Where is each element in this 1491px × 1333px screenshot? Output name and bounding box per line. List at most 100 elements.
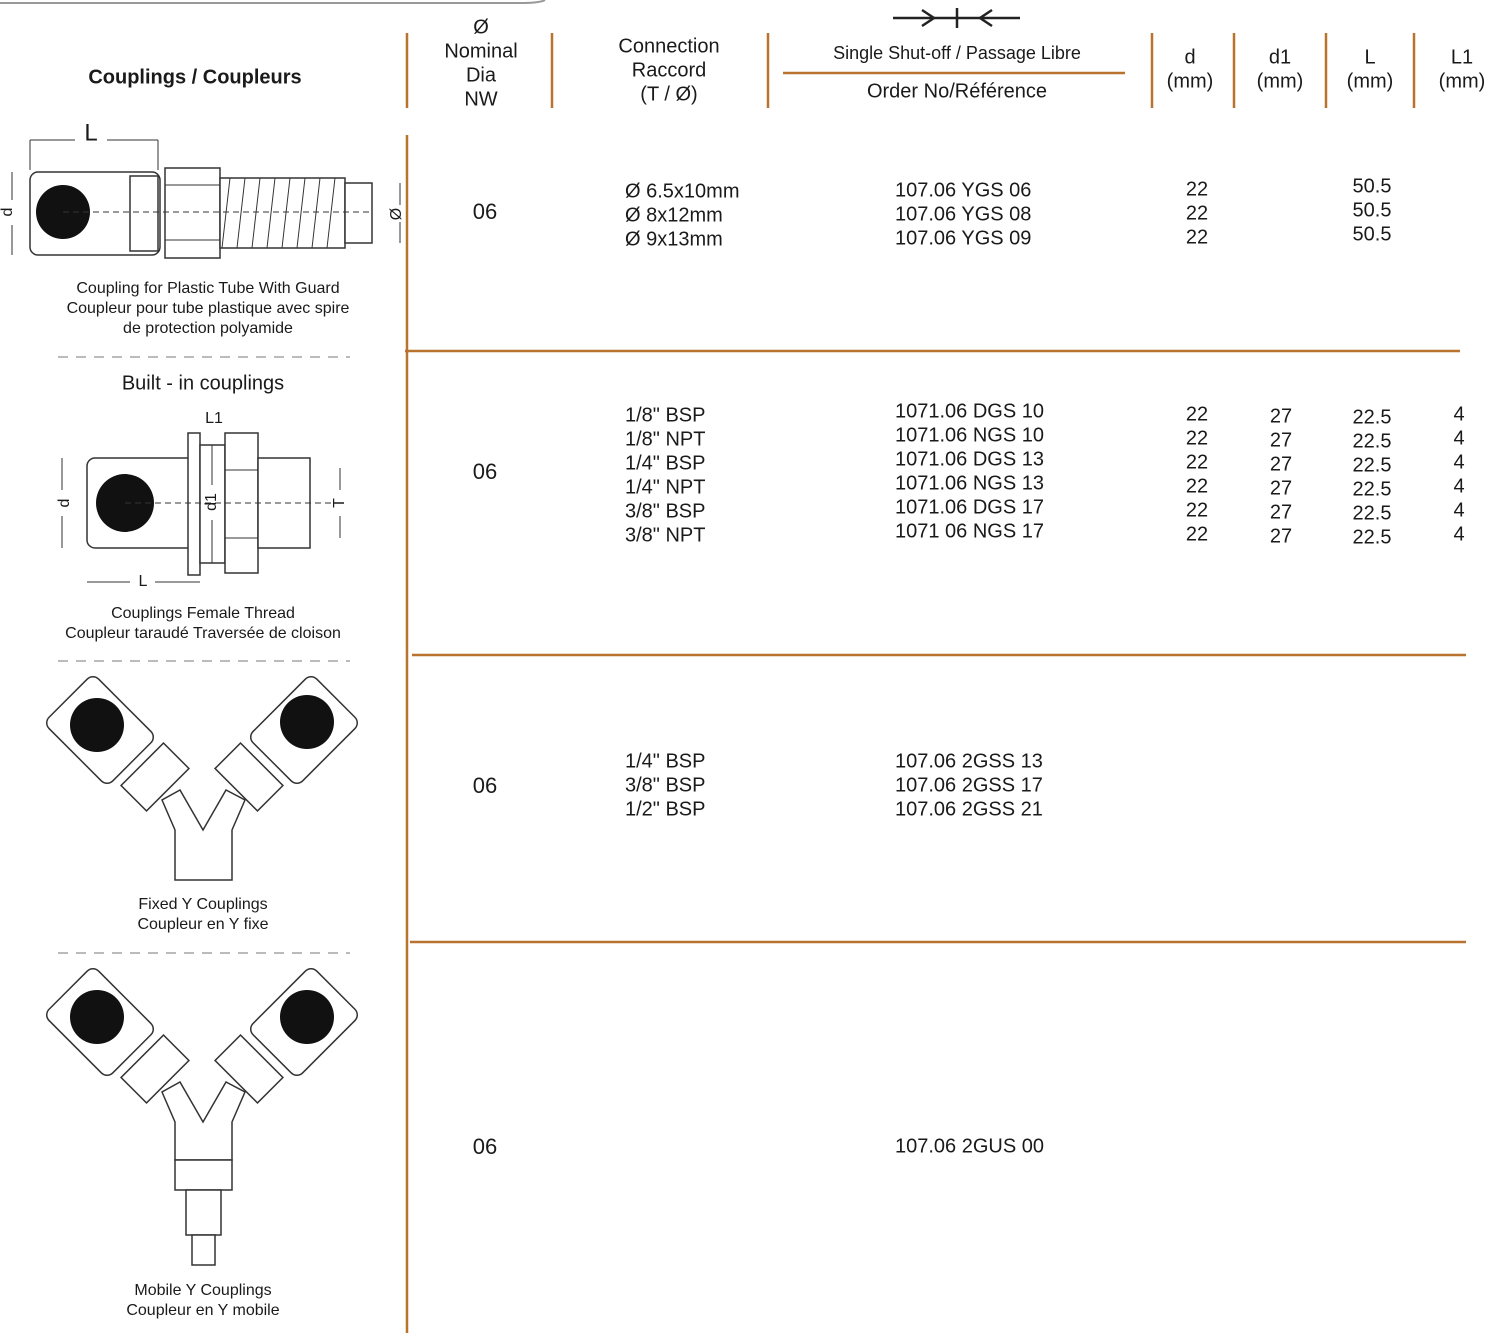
caption: Coupleur en Y fixe (137, 916, 268, 933)
diagram-label: L1 (205, 410, 223, 427)
header-order: Order No/Référence (867, 80, 1047, 102)
cell-connection: 3/8" BSP (625, 500, 705, 522)
nominal-dia: 06 (473, 459, 497, 484)
cell-order: 107.06 YGS 06 (895, 179, 1031, 201)
header-l: L (1364, 46, 1375, 68)
cell-l: 50.5 (1353, 223, 1392, 245)
header-nominal: Dia (466, 64, 497, 86)
diagram-label: L (84, 119, 97, 146)
cell-d: 22 (1186, 523, 1208, 545)
diagram-label: T (331, 498, 348, 508)
cell-order: 1071.06 DGS 17 (895, 496, 1044, 518)
caption: de protection polyamide (123, 320, 293, 337)
header-connection: Connection (618, 35, 719, 57)
header-nominal: Ø (473, 16, 489, 38)
cell-d: 22 (1186, 226, 1208, 248)
header-nominal: Nominal (444, 40, 517, 62)
caption: Coupleur pour tube plastique avec spire (67, 300, 350, 317)
cell-d1: 27 (1270, 501, 1292, 523)
drawing-fixed-y (45, 675, 359, 881)
cell-connection: Ø 9x13mm (625, 228, 723, 250)
header-shutoff: Single Shut-off / Passage Libre (833, 43, 1081, 63)
cell-order: 107.06 2GSS 17 (895, 774, 1043, 796)
section-title: Built - in couplings (122, 372, 284, 394)
diagram-label: d (0, 208, 16, 217)
cell-order: 1071.06 NGS 13 (895, 472, 1044, 494)
cell-d: 22 (1186, 178, 1208, 200)
cell-d1: 27 (1270, 525, 1292, 547)
drawing-guard (11, 139, 401, 259)
cell-connection: Ø 6.5x10mm (625, 180, 739, 202)
caption: Couplings Female Thread (111, 605, 295, 622)
cell-connection: 1/2" BSP (625, 798, 705, 820)
drawing-mobile-y (45, 967, 359, 1266)
cell-l: 50.5 (1353, 175, 1392, 197)
cell-order: 1071.06 DGS 10 (895, 400, 1044, 422)
cell-l: 22.5 (1353, 454, 1392, 476)
cell-d: 22 (1186, 202, 1208, 224)
cell-connection: 1/4" BSP (625, 750, 705, 772)
cell-d1: 27 (1270, 477, 1292, 499)
caption: Mobile Y Couplings (134, 1282, 271, 1299)
header-d: d (1184, 46, 1195, 68)
drawing-built-in (61, 432, 345, 583)
cell-l1: 4 (1453, 499, 1464, 521)
cell-order: 1071 06 NGS 17 (895, 520, 1044, 542)
caption: Coupleur taraudé Traversée de cloison (65, 625, 341, 642)
cell-d: 22 (1186, 427, 1208, 449)
cell-l: 22.5 (1353, 478, 1392, 500)
header-l1: (mm) (1439, 70, 1486, 92)
cell-l: 50.5 (1353, 199, 1392, 221)
header-product: Couplings / Coupleurs (88, 66, 301, 88)
cell-l1: 4 (1453, 523, 1464, 545)
cell-l1: 4 (1453, 403, 1464, 425)
cell-connection: 1/4" NPT (625, 476, 705, 498)
cell-order: 107.06 2GUS 00 (895, 1135, 1044, 1157)
cell-order: 107.06 YGS 08 (895, 203, 1031, 225)
cell-order: 107.06 2GSS 21 (895, 798, 1043, 820)
cell-d: 22 (1186, 475, 1208, 497)
cell-l1: 4 (1453, 427, 1464, 449)
header-d: (mm) (1167, 70, 1214, 92)
header-d1: d1 (1269, 46, 1291, 68)
cell-connection: 3/8" NPT (625, 524, 705, 546)
nominal-dia: 06 (473, 199, 497, 224)
nominal-dia: 06 (473, 773, 497, 798)
cell-connection: 1/4" BSP (625, 452, 705, 474)
cell-connection: 1/8" NPT (625, 428, 705, 450)
cell-d: 22 (1186, 403, 1208, 425)
cell-l: 22.5 (1353, 406, 1392, 428)
cell-l1: 4 (1453, 451, 1464, 473)
cell-l1: 4 (1453, 475, 1464, 497)
cell-connection: Ø 8x12mm (625, 204, 723, 226)
header-nominal: NW (464, 88, 497, 110)
header-l1: L1 (1451, 46, 1473, 68)
cell-order: 1071.06 DGS 13 (895, 448, 1044, 470)
diagram-label: Ø (388, 208, 405, 220)
cell-l: 22.5 (1353, 430, 1392, 452)
header-l: (mm) (1347, 70, 1394, 92)
header-connection: (T / Ø) (640, 83, 697, 105)
cell-order: 107.06 2GSS 13 (895, 750, 1043, 772)
diagram-label: d1 (203, 493, 220, 511)
cell-d: 22 (1186, 451, 1208, 473)
cell-l: 22.5 (1353, 502, 1392, 524)
cell-d1: 27 (1270, 429, 1292, 451)
cell-l: 22.5 (1353, 526, 1392, 548)
header-connection: Raccord (632, 59, 706, 81)
caption: Fixed Y Couplings (138, 896, 267, 913)
diagram-label: d (56, 499, 73, 508)
cell-order: 107.06 YGS 09 (895, 227, 1031, 249)
diagram-label: L (139, 573, 148, 590)
header-d1: (mm) (1257, 70, 1304, 92)
cell-connection: 3/8" BSP (625, 774, 705, 796)
cell-d1: 27 (1270, 405, 1292, 427)
cell-d1: 27 (1270, 453, 1292, 475)
cell-d: 22 (1186, 499, 1208, 521)
nominal-dia: 06 (473, 1134, 497, 1159)
caption: Coupling for Plastic Tube With Guard (76, 280, 339, 297)
cell-order: 1071.06 NGS 10 (895, 424, 1044, 446)
cell-connection: 1/8" BSP (625, 404, 705, 426)
